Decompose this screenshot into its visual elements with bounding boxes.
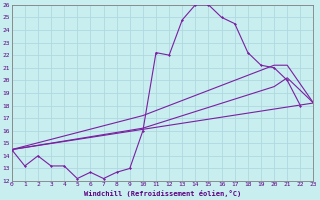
X-axis label: Windchill (Refroidissement éolien,°C): Windchill (Refroidissement éolien,°C) <box>84 190 241 197</box>
